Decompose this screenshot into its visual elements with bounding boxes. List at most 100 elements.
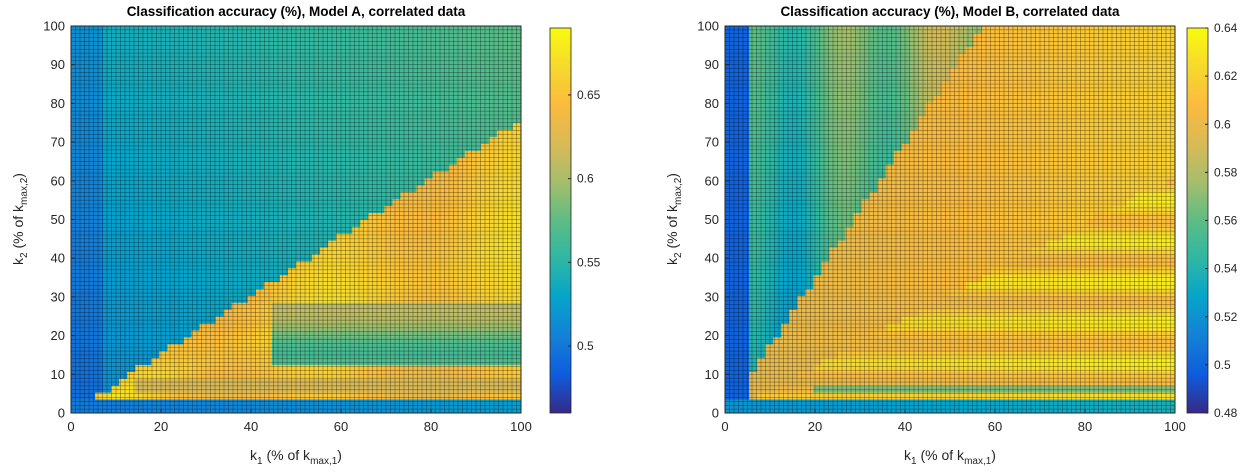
heatmap-cell (942, 233, 950, 240)
x-tick-label: 20 (154, 419, 168, 434)
heatmap-cell (184, 95, 192, 102)
heatmap-cell (400, 192, 408, 199)
heatmap-cell (489, 344, 497, 351)
heatmap-cell (870, 275, 878, 282)
heatmap-cell (336, 171, 344, 178)
heatmap-cell (87, 213, 95, 220)
heatmap-cell (312, 330, 320, 337)
heatmap-cell (846, 74, 854, 81)
heatmap-cell (942, 226, 950, 233)
heatmap-cell (513, 344, 521, 351)
heatmap-cell (328, 372, 336, 379)
heatmap-cell (425, 130, 433, 137)
heatmap-cell (846, 102, 854, 109)
heatmap-cell (489, 54, 497, 61)
heatmap-cell (838, 157, 846, 164)
heatmap-cell (449, 351, 457, 358)
heatmap-cell (184, 213, 192, 220)
heatmap-cell (449, 247, 457, 254)
heatmap-cell (425, 178, 433, 185)
heatmap-cell (465, 54, 473, 61)
heatmap-cell (846, 199, 854, 206)
heatmap-cell (789, 61, 797, 68)
heatmap-cell (838, 61, 846, 68)
heatmap-cell (926, 40, 934, 47)
heatmap-cell (79, 192, 87, 199)
heatmap-cell (417, 254, 425, 261)
heatmap-cell (733, 330, 741, 337)
heatmap-cell (192, 171, 200, 178)
heatmap-cell (894, 74, 902, 81)
heatmap-cell (854, 233, 862, 240)
heatmap-cell (376, 157, 384, 164)
heatmap-cell (449, 81, 457, 88)
heatmap-cell (264, 254, 272, 261)
heatmap-cell (789, 385, 797, 392)
heatmap-cell (79, 406, 87, 413)
heatmap-cell (360, 289, 368, 296)
heatmap-cell (400, 40, 408, 47)
heatmap-cell (926, 268, 934, 275)
heatmap-cell (894, 344, 902, 351)
heatmap-cell (87, 192, 95, 199)
heatmap-cell (846, 178, 854, 185)
heatmap-cell (328, 351, 336, 358)
heatmap-cell (497, 199, 505, 206)
heatmap-cell (312, 40, 320, 47)
heatmap-cell (135, 226, 143, 233)
heatmap-cell (878, 61, 886, 68)
heatmap-cell (384, 40, 392, 47)
heatmap-cell (757, 323, 765, 330)
heatmap-cell (741, 130, 749, 137)
heatmap-cell (192, 54, 200, 61)
heatmap-cell (942, 33, 950, 40)
heatmap-cell (87, 385, 95, 392)
heatmap-cell (838, 54, 846, 61)
heatmap-cell (135, 150, 143, 157)
heatmap-cell (384, 150, 392, 157)
heatmap-cell (272, 130, 280, 137)
heatmap-cell (360, 309, 368, 316)
heatmap-cell (789, 344, 797, 351)
heatmap-cell (159, 351, 167, 358)
heatmap-cell (175, 54, 183, 61)
heatmap-cell (741, 102, 749, 109)
heatmap-cell (111, 385, 119, 392)
colorbar-tick-label: 0.6 (577, 172, 594, 186)
heatmap-cell (926, 199, 934, 206)
heatmap-cell (288, 247, 296, 254)
heatmap-cell (838, 226, 846, 233)
heatmap-cell (352, 289, 360, 296)
heatmap-cell (497, 268, 505, 275)
heatmap-cell (79, 171, 87, 178)
heatmap-cell (127, 213, 135, 220)
heatmap-cell (200, 344, 208, 351)
heatmap-cell (216, 296, 224, 303)
heatmap-cell (781, 268, 789, 275)
heatmap-cell (441, 54, 449, 61)
heatmap-cell (449, 365, 457, 372)
heatmap-cell (304, 81, 312, 88)
heatmap-cell (854, 296, 862, 303)
heatmap-cell (200, 309, 208, 316)
heatmap-cell (489, 171, 497, 178)
heatmap-cell (103, 116, 111, 123)
heatmap-cell (513, 392, 521, 399)
heatmap-cell (942, 309, 950, 316)
heatmap-cell (513, 150, 521, 157)
heatmap-cell (942, 157, 950, 164)
heatmap-cell (328, 296, 336, 303)
heatmap-cell (829, 372, 837, 379)
heatmap-cell (854, 74, 862, 81)
heatmap-cell (741, 137, 749, 144)
heatmap-cell (902, 372, 910, 379)
heatmap-cell (272, 330, 280, 337)
heatmap-cell (175, 150, 183, 157)
heatmap-cell (224, 323, 232, 330)
heatmap-cell (272, 296, 280, 303)
heatmap-cell (409, 226, 417, 233)
heatmap-cell (765, 157, 773, 164)
heatmap-cell (79, 178, 87, 185)
heatmap-cell (175, 365, 183, 372)
heatmap-cell (725, 309, 733, 316)
